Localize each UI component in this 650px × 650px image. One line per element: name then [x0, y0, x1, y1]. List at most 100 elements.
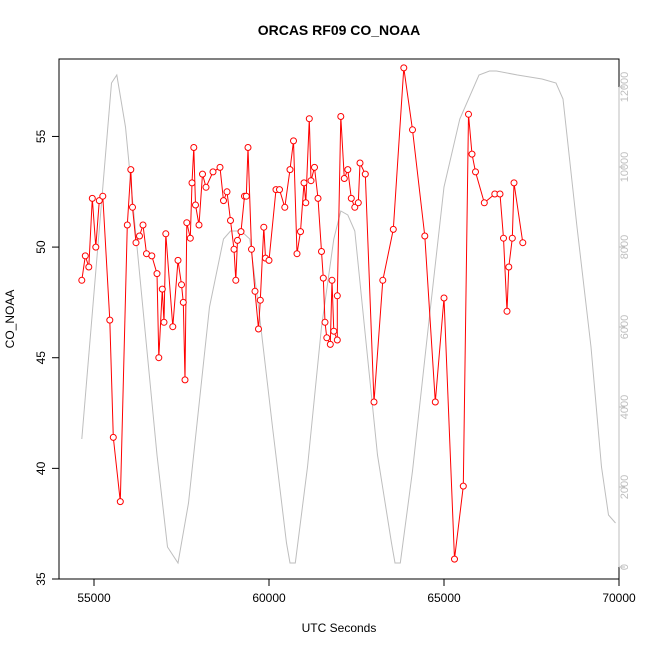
co-point: [503, 307, 511, 315]
co-point: [153, 270, 161, 278]
co-point: [232, 276, 240, 284]
y-tick-label: 40: [34, 461, 48, 475]
y2-tick-label: 4000: [619, 395, 631, 419]
x-tick-label: 60000: [252, 591, 286, 605]
co-point: [281, 203, 289, 211]
co-point: [148, 252, 156, 260]
x-tick-label: 55000: [77, 591, 111, 605]
co-point: [302, 199, 310, 207]
co-point: [265, 256, 273, 264]
co-point: [158, 285, 166, 293]
co-point: [323, 334, 331, 342]
co-point: [129, 203, 136, 211]
co-point: [311, 163, 318, 171]
co-point: [199, 170, 206, 178]
co-point: [220, 197, 227, 205]
co-point: [256, 296, 264, 304]
co-point: [242, 192, 250, 200]
co-point: [227, 217, 234, 224]
y-tick-label: 45: [34, 351, 48, 365]
co-point: [248, 245, 255, 253]
co-point: [234, 236, 241, 244]
co-point: [179, 298, 187, 306]
co-point: [347, 194, 355, 202]
co-point: [162, 230, 170, 238]
altitude-line: [81, 70, 616, 565]
co-point: [421, 232, 429, 240]
co-point: [431, 398, 439, 406]
co-point: [92, 243, 100, 251]
y2-tick-label: 2000: [619, 475, 631, 499]
co-point: [192, 201, 199, 209]
co-point: [500, 234, 507, 242]
co-point: [505, 263, 513, 271]
y2-tick-label: 8000: [619, 235, 631, 259]
co-point: [78, 276, 86, 284]
co-point: [370, 398, 378, 406]
co-point: [400, 64, 408, 72]
co-point: [116, 498, 124, 506]
co-point: [160, 318, 168, 326]
co-point: [300, 179, 308, 187]
co-point: [230, 245, 238, 253]
co-point: [480, 199, 488, 207]
co-point: [354, 199, 362, 207]
y2-tick-label: 6000: [619, 315, 631, 339]
co-point: [409, 126, 416, 134]
co-point: [344, 166, 352, 174]
y2-tick-label: 12000: [619, 72, 631, 103]
x-axis-label: UTC Seconds: [302, 621, 377, 635]
co-point: [223, 188, 231, 196]
y2-tick-label: 10000: [619, 152, 631, 183]
co-point: [178, 281, 185, 289]
co-point: [290, 137, 297, 145]
co-point: [85, 263, 93, 271]
co-series: [78, 64, 527, 563]
co-point: [255, 325, 262, 333]
y-tick-label: 55: [34, 129, 48, 143]
co-point: [99, 192, 107, 200]
co-point: [451, 555, 458, 563]
co-point: [307, 177, 315, 185]
co-point: [127, 166, 135, 174]
y-axis-right: 0 2000 4000 6000 8000 10000 12000: [618, 72, 631, 570]
co-point: [251, 287, 259, 295]
co-point: [468, 150, 476, 158]
co-point: [169, 323, 177, 331]
co-point: [174, 256, 182, 264]
co-point: [260, 223, 268, 231]
co-point: [389, 225, 397, 233]
co-point: [286, 166, 294, 174]
co-point: [188, 179, 196, 187]
co-point: [123, 221, 131, 229]
co-point: [139, 221, 147, 229]
co-point: [183, 219, 191, 227]
co-point: [305, 115, 313, 123]
co-point: [510, 179, 518, 187]
co-point: [186, 234, 194, 242]
co-point: [95, 197, 103, 205]
co-point: [361, 170, 369, 178]
co-point: [319, 274, 327, 282]
co-point: [379, 276, 387, 284]
co-point: [337, 113, 345, 120]
x-tick-label: 70000: [602, 591, 636, 605]
co-point: [351, 203, 359, 211]
co-point: [106, 316, 114, 324]
co-line: [81, 67, 524, 560]
plot-area-border: [58, 58, 620, 580]
chart-title: ORCAS RF09 CO_NOAA: [258, 22, 421, 38]
co-point: [318, 248, 325, 255]
x-tick-label: 65000: [427, 591, 461, 605]
co-point: [81, 252, 89, 260]
co-point: [297, 228, 304, 236]
y-axis-label: CO_NOAA: [3, 290, 17, 349]
co-point: [328, 276, 336, 284]
co-point: [216, 163, 224, 171]
altitude-series: [81, 70, 616, 565]
co-point: [181, 376, 189, 384]
co-point: [440, 294, 448, 302]
x-axis: 55000 60000 65000 70000: [77, 579, 636, 605]
co-point: [340, 175, 348, 182]
co-point: [333, 292, 341, 300]
